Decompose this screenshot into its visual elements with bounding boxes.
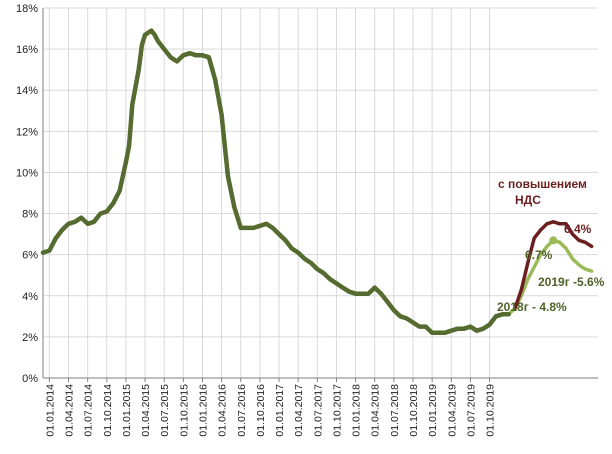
series-lines: [40, 28, 594, 336]
x-tick-label: 01.10.2016: [255, 384, 267, 437]
x-tick-label: 01.07.2018: [389, 384, 401, 437]
x-tick-label: 01.10.2015: [178, 384, 190, 437]
annotations: с повышением НДС 6.4% 6.7% 2019г -5.6% 2…: [497, 177, 605, 314]
x-tick-label: 01.04.2019: [446, 384, 458, 437]
x-tick-labels: 01.01.2014 01.04.2014 01.07.2014 01.10.2014…: [44, 384, 496, 437]
markers: [549, 236, 558, 245]
x-tick-label: 01.10.2014: [102, 384, 114, 437]
x-tick-label: 01.01.2018: [351, 384, 363, 437]
y-tick-label: 10%: [16, 167, 38, 179]
y-tick-label: 6%: [22, 250, 38, 262]
axes: [42, 8, 598, 382]
series-line-actual: [40, 28, 511, 336]
x-tick-label: 01.07.2017: [312, 384, 324, 437]
x-tick-label: 01.01.2015: [121, 384, 133, 437]
y-tick-label: 16%: [16, 44, 38, 56]
peak-marker: [549, 236, 558, 245]
x-tick-label: 01.10.2019: [485, 384, 497, 437]
y-tick-label: 12%: [16, 126, 38, 138]
x-tick-label: 01.01.2019: [427, 384, 439, 437]
y-tick-label: 18%: [16, 3, 38, 15]
annotation-avg-2018: 2018г - 4.8%: [497, 300, 567, 314]
annotation-vat-line2: НДС: [515, 193, 541, 207]
x-tick-label: 01.04.2018: [370, 384, 382, 437]
x-tick-label: 01.10.2017: [331, 384, 343, 437]
annotation-peak-2019: 6.7%: [525, 248, 553, 262]
x-tick-label: 01.01.2014: [44, 384, 56, 437]
x-tick-label: 01.10.2018: [408, 384, 420, 437]
annotation-vat-line1: с повышением: [498, 177, 587, 191]
x-tick-label: 01.07.2015: [159, 384, 171, 437]
x-tick-label: 01.04.2017: [293, 384, 305, 437]
x-tick-label: 01.04.2014: [64, 384, 76, 437]
x-tick-label: 01.07.2014: [83, 384, 95, 437]
x-tick-label: 01.01.2016: [197, 384, 209, 437]
y-tick-label: 8%: [22, 209, 38, 221]
annotation-avg-2019: 2019г -5.6%: [538, 275, 605, 289]
x-tick-label: 01.01.2017: [274, 384, 286, 437]
y-tick-label: 14%: [16, 85, 38, 97]
y-tick-label: 2%: [22, 332, 38, 344]
y-tick-labels: 0% 2% 4% 6% 8% 10% 12% 14% 16% 18%: [16, 3, 38, 385]
x-tick-label: 01.07.2019: [465, 384, 477, 437]
series-line-forecast-base: [506, 238, 594, 317]
x-tick-label: 01.04.2015: [140, 384, 152, 437]
x-tick-label: 01.07.2016: [236, 384, 248, 437]
grid: [43, 7, 598, 378]
x-tick-label: 01.04.2016: [217, 384, 229, 437]
annotation-vat-end: 6.4%: [564, 222, 592, 236]
series-line-forecast-vat: [513, 220, 594, 310]
y-tick-label: 0%: [22, 373, 38, 385]
y-tick-label: 4%: [22, 291, 38, 303]
